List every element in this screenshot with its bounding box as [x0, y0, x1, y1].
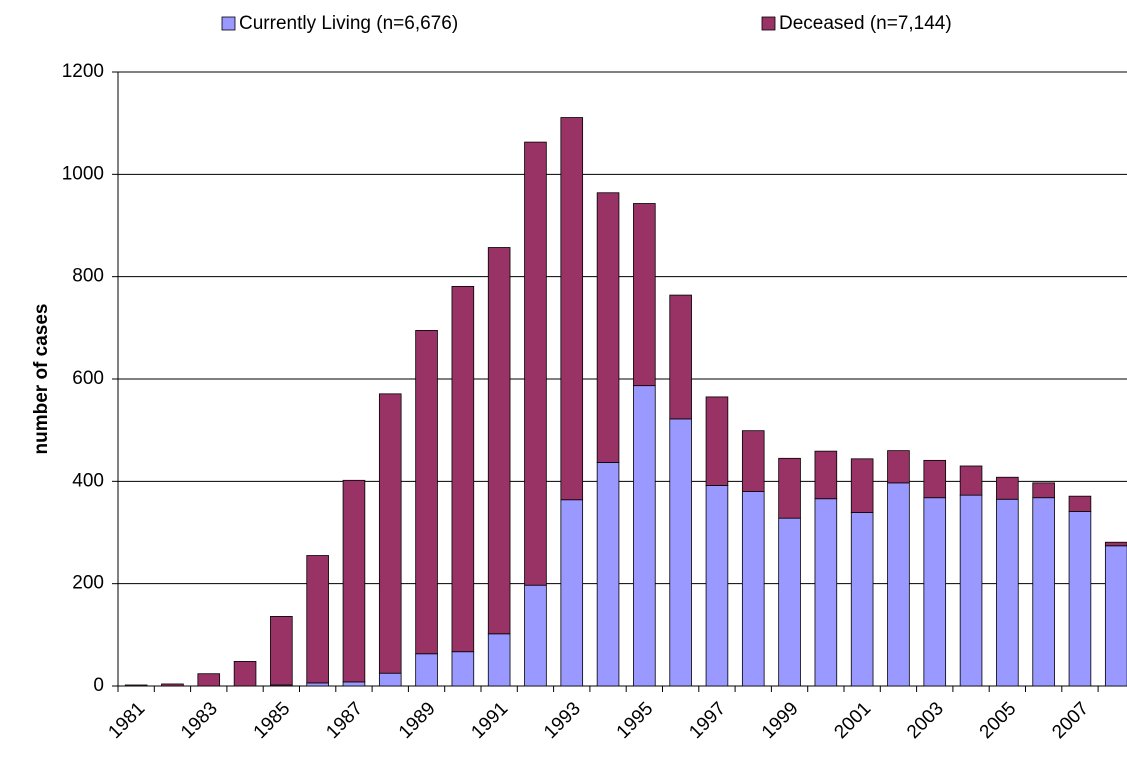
y-axis-label: number of cases: [31, 304, 52, 455]
legend-label: Deceased (n=7,144): [779, 13, 952, 34]
x-tick-label: 1983: [177, 698, 222, 743]
x-tick-label: 1985: [250, 698, 295, 743]
bar-segment: [487, 633, 511, 687]
legend-swatch: [221, 16, 236, 31]
bar-segment: [451, 285, 475, 653]
bar-segment: [741, 491, 765, 687]
bar-segment: [887, 450, 910, 484]
bar-segment: [124, 684, 148, 687]
bar-segment: [1068, 511, 1092, 687]
y-tick-label: 1000: [62, 163, 104, 184]
bar-segment: [814, 498, 838, 687]
bar-segment: [887, 482, 910, 687]
bar-segment: [959, 494, 983, 687]
bar-segment: [814, 450, 838, 500]
bar-segment: [233, 661, 257, 687]
x-tick-label: 1989: [395, 698, 440, 743]
bar-segment: [197, 673, 221, 687]
x-tick-label: 1991: [467, 698, 512, 743]
bar-segment: [959, 465, 983, 496]
bar-segment: [378, 672, 402, 687]
bar-segment: [306, 555, 329, 684]
bar-segment: [524, 584, 547, 687]
bar-segment: [487, 247, 511, 635]
x-tick-label: 1987: [322, 698, 367, 743]
x-tick-label: 2003: [903, 698, 948, 743]
bar-segment: [378, 393, 402, 674]
x-tick-label: 1999: [758, 698, 803, 743]
bar-segment: [850, 458, 874, 513]
bar-segment: [705, 485, 729, 687]
legend-label: Currently Living (n=6,676): [239, 13, 458, 34]
y-tick-label: 600: [72, 368, 104, 389]
bar-segment: [342, 681, 366, 687]
x-tick-label: 1981: [104, 698, 149, 743]
x-tick-label: 2007: [1048, 698, 1093, 743]
bar-segment: [161, 683, 184, 687]
bar-segment: [778, 517, 801, 687]
y-tick-label: 400: [72, 470, 104, 491]
bar-segment: [850, 512, 874, 687]
y-tick-label: 1200: [62, 61, 104, 82]
bar-segment: [415, 329, 438, 655]
bar-segment: [415, 653, 438, 687]
bar-segment: [560, 117, 584, 501]
x-tick-label: 2001: [830, 698, 875, 743]
x-tick-label: 1993: [540, 698, 585, 743]
bar-segment: [741, 430, 765, 492]
x-tick-label: 1995: [613, 698, 658, 743]
bar-segment: [306, 682, 329, 687]
bar-segment: [596, 192, 620, 463]
bar-segment: [1032, 482, 1055, 499]
bar-segment: [923, 459, 947, 499]
bar-segment: [705, 396, 729, 486]
bar-segment: [1104, 545, 1127, 687]
y-tick-label: 0: [93, 675, 104, 696]
y-tick-label: 800: [72, 266, 104, 287]
bar-segment: [1104, 541, 1127, 547]
y-tick-label: 200: [72, 573, 104, 594]
bar-segment: [560, 499, 584, 687]
bar-segment: [669, 418, 692, 687]
x-tick-label: 2005: [976, 698, 1021, 743]
bar-segment: [342, 479, 366, 683]
legend-swatch: [761, 16, 776, 31]
bar-segment: [633, 385, 656, 687]
bar-segment: [923, 497, 947, 687]
bar-segment: [669, 294, 692, 420]
bar-segment: [270, 616, 293, 686]
bar-segment: [524, 141, 547, 586]
x-tick-label: 1997: [685, 698, 730, 743]
bar-segment: [996, 476, 1019, 500]
bar-segment: [1032, 497, 1055, 687]
bar-segment: [451, 651, 475, 687]
bar-segment: [633, 203, 656, 387]
bar-segment: [1068, 495, 1092, 512]
bar-segment: [996, 498, 1019, 687]
bar-segment: [596, 462, 620, 687]
bar-segment: [778, 457, 801, 519]
